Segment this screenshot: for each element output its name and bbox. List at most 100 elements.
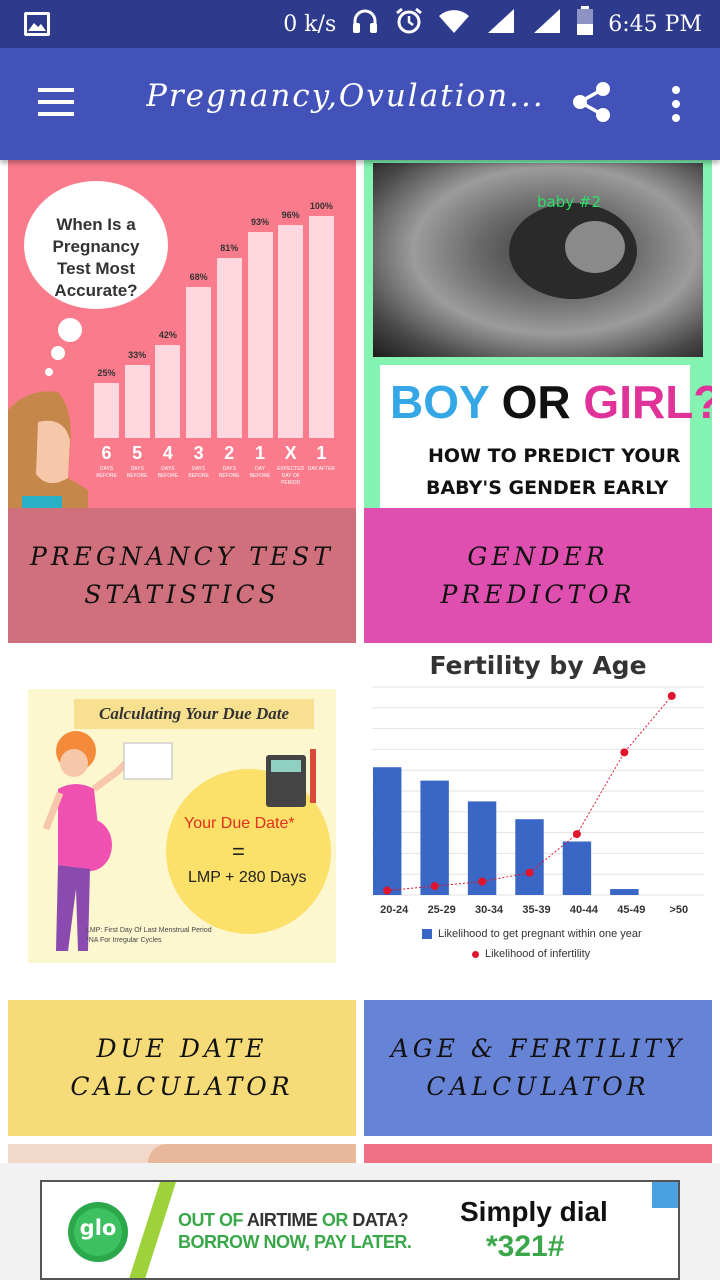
gender-title-panel: BOY OR GIRL? HOW TO PREDICT YOUR BABY'S …: [380, 365, 712, 508]
card-partial-left[interactable]: [8, 1144, 356, 1163]
chart-x-tick-label: 30-34: [475, 904, 504, 916]
card-age-fertility-calculator[interactable]: Fertility by Age 20-24 25-29 30-34 35-39 40-…: [364, 643, 712, 1136]
ad-cta-2: *321#: [486, 1230, 565, 1263]
infographic-bar-percent: 93%: [250, 216, 269, 227]
card-gender-predictor[interactable]: baby #2 BOY OR GIRL? HOW TO PREDICT YOUR…: [364, 160, 712, 643]
chart-bar: [420, 780, 449, 895]
infographic-bar-caption: DAY AFTER: [307, 466, 336, 472]
infographic-bar: [247, 231, 273, 438]
infographic-bar-caption: DAYS BEFORE: [188, 466, 209, 479]
signal-icon-2: [530, 7, 562, 41]
infographic-bar-number: 6: [101, 443, 112, 463]
due-date-banner: Calculating Your Due Date: [74, 699, 314, 729]
infographic-bars: 25% 6 DAYS BEFORE 33% 5 DAYS BEFORE 42% 4 DAYS B…: [8, 160, 356, 508]
chart-point: [478, 877, 487, 886]
ad-background: [42, 1182, 678, 1278]
card-label: PREGNANCY TEST STATISTICS: [8, 508, 356, 643]
menu-icon[interactable]: [38, 88, 74, 116]
infographic-bar-percent: 100%: [309, 201, 333, 211]
legend-bar-swatch: [422, 929, 432, 939]
partial-image: [148, 1144, 356, 1163]
signal-icon: [484, 7, 516, 41]
pregnant-woman-graphic: [42, 731, 316, 951]
image-notification-icon: [24, 12, 50, 36]
headset-icon: [350, 6, 380, 42]
infographic-bar-number: 3: [193, 443, 204, 463]
chart-point: [572, 830, 581, 839]
infographic-bar: [124, 364, 150, 438]
infographic-bar-number: 2: [224, 443, 235, 463]
chart-point: [667, 691, 676, 700]
infographic-bar-percent: 42%: [158, 329, 177, 340]
due-date-panel: Calculating Your Due Date Your Due Date*: [28, 689, 336, 963]
chart-x-tick-label: 40-44: [570, 904, 599, 916]
wifi-icon: [438, 7, 470, 41]
equals-sign: =: [232, 839, 245, 864]
card-due-date-calculator[interactable]: Calculating Your Due Date Your Due Date*: [8, 651, 356, 1136]
infographic-bar-number: 1: [254, 443, 265, 463]
chart-title: Fertility by Age: [429, 651, 647, 680]
infographic-bar-number: 4: [162, 443, 173, 463]
ad-line-1: OUT OF AIRTIME OR DATA?: [178, 1210, 409, 1230]
infographic-bar-caption: DAYS BEFORE: [219, 466, 240, 479]
chart-point: [430, 882, 439, 891]
chart-bar: [515, 819, 544, 895]
infographic-bar: [155, 344, 181, 438]
card-label: AGE & FERTILITY CALCULATOR: [364, 1000, 712, 1136]
infographic-bar-caption: EXPECTED DAY OF PERIOD: [277, 466, 305, 486]
infographic-bar: [216, 258, 242, 438]
footnote-lmp: LMP: First Day Of Last Menstrual Period: [86, 927, 212, 934]
gender-predictor-image: baby #2 BOY OR GIRL? HOW TO PREDICT YOUR…: [364, 160, 712, 508]
gender-headline: BOY OR GIRL?: [390, 376, 712, 428]
infographic-bar-percent: 33%: [128, 349, 147, 360]
ad-cta-1: Simply dial: [460, 1196, 608, 1227]
legend-dot-item: Likelihood of infertility: [472, 948, 590, 960]
gender-subtitle-1: HOW TO PREDICT YOUR: [428, 445, 681, 467]
legend-bar-item: Likelihood to get pregnant within one ye…: [422, 928, 642, 940]
alarm-icon: [394, 6, 424, 42]
gender-subtitle-2: BABY'S GENDER EARLY: [426, 477, 669, 499]
ultrasound-image: baby #2: [373, 163, 703, 357]
infographic-bar-caption: DAYS BEFORE: [126, 466, 148, 479]
infographic-bar: [186, 287, 212, 438]
infographic-bar-percent: 96%: [281, 209, 300, 220]
infographic-bar-percent: 81%: [220, 243, 239, 254]
infographic-bar-number: 5: [132, 443, 143, 463]
infographic-bar-number: X: [284, 443, 297, 463]
fertility-chart: 20-24 25-29 30-34 35-39 40-44 45-49 >50: [372, 686, 704, 916]
chart-x-tick-label: 35-39: [522, 904, 550, 916]
card-pregnancy-test-statistics[interactable]: When Is a Pregnancy Test Most Accurate? …: [8, 160, 356, 643]
chart-point: [620, 748, 629, 757]
chart-bar: [373, 767, 402, 895]
chart-x-tick-label: 25-29: [428, 904, 456, 916]
footnote-irregular: *NA For Irregular Cycles: [86, 937, 162, 944]
card-partial-right[interactable]: [364, 1144, 712, 1163]
chart-point: [525, 868, 534, 877]
ad-line-2: BORROW NOW, PAY LATER.: [178, 1232, 412, 1252]
ad-banner[interactable]: glo OUT OF AIRTIME OR DATA? BORROW NOW, …: [40, 1180, 680, 1280]
card-label: GENDER PREDICTOR: [364, 508, 712, 643]
due-date-label: Your Due Date*: [184, 815, 295, 832]
card-label: DUE DATE CALCULATOR: [8, 1000, 356, 1136]
ad-brand-logo: glo: [79, 1216, 117, 1240]
infographic-bar: [308, 216, 334, 438]
infographic-heading: When Is a Pregnancy Test Most Accurate?: [52, 215, 140, 300]
infographic-bar-number: 1: [316, 443, 327, 463]
infographic-bar-caption: DAYS BEFORE: [96, 466, 117, 479]
clock: 6:45 PM: [608, 11, 702, 37]
more-options-icon[interactable]: [660, 86, 692, 122]
chart-x-tick-label: 45-49: [617, 904, 645, 916]
chart-bar: [562, 841, 592, 895]
app-title: Pregnancy,Ovulation...: [146, 78, 545, 114]
chart-point: [383, 886, 392, 895]
pregnancy-test-infographic: When Is a Pregnancy Test Most Accurate? …: [8, 160, 356, 508]
feature-grid: When Is a Pregnancy Test Most Accurate? …: [0, 160, 720, 1163]
chart-x-tick-label: 20-24: [380, 904, 409, 916]
fertility-chart-image: Fertility by Age 20-24 25-29 30-34 35-39 40-…: [364, 643, 712, 1000]
app-bar: Pregnancy,Ovulation...: [0, 48, 720, 160]
infographic-bar-caption: DAY BEFORE: [249, 466, 271, 479]
thought-bubble-graphic: [8, 181, 168, 508]
share-icon[interactable]: [570, 80, 614, 124]
infographic-bar: [278, 224, 304, 438]
due-date-image: Calculating Your Due Date Your Due Date*: [8, 651, 356, 1001]
